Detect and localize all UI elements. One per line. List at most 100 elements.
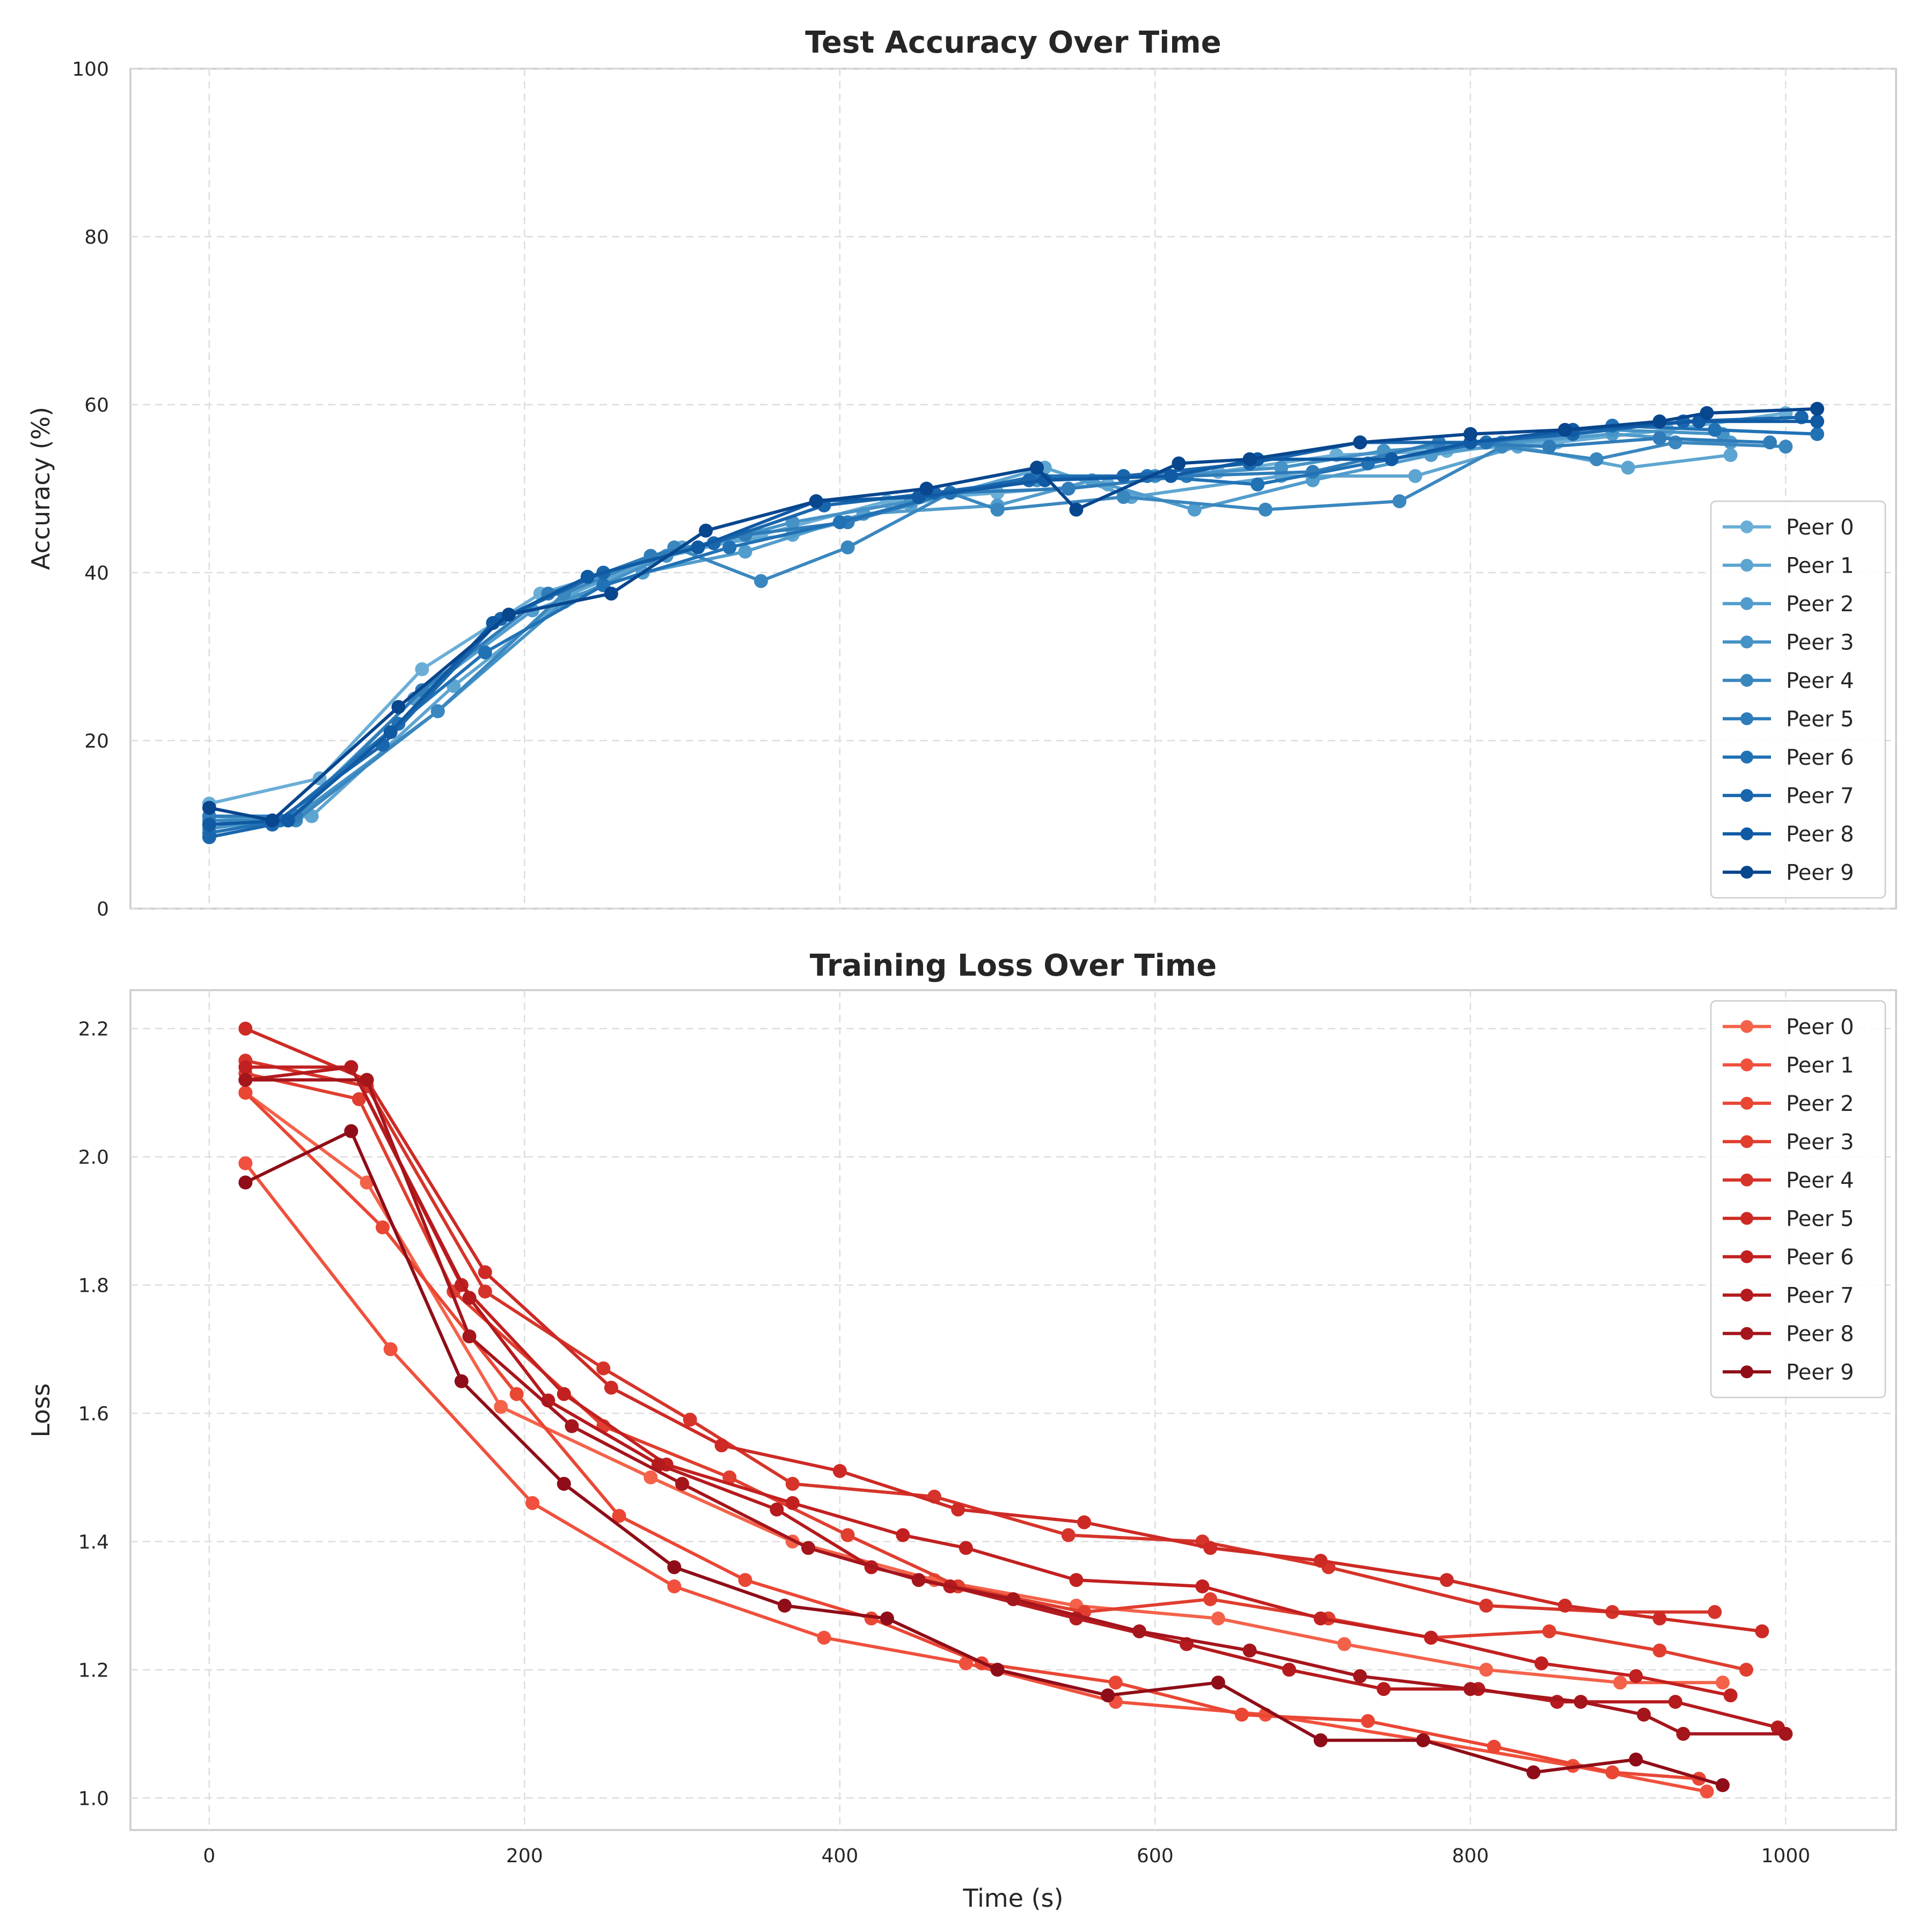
- loss-data-point: [911, 1573, 926, 1587]
- accuracy-legend-label: Peer 8: [1786, 822, 1854, 847]
- accuracy-legend-marker: [1740, 635, 1753, 649]
- loss-data-point: [1203, 1541, 1218, 1555]
- accuracy-data-point: [391, 700, 406, 714]
- accuracy-data-point: [1061, 481, 1075, 496]
- loss-data-point: [832, 1464, 847, 1478]
- loss-data-point: [667, 1579, 682, 1593]
- accuracy-data-point: [265, 813, 280, 828]
- accuracy-ytick-label: 0: [97, 898, 109, 920]
- loss-legend-marker: [1740, 1365, 1753, 1379]
- loss-panel: 0 200 400 600 800 1000 1.0 1.2 1.4 1.6 1.8 2.0 2.2 T…: [26, 948, 1897, 1913]
- accuracy-data-point: [840, 540, 855, 554]
- accuracy-legend-marker: [1740, 750, 1753, 764]
- accuracy-legend-item: Peer 8: [1723, 822, 1854, 847]
- loss-series-9: [238, 1124, 1730, 1792]
- accuracy-data-point: [202, 830, 216, 844]
- loss-data-point: [880, 1611, 894, 1626]
- loss-legend-item: Peer 7: [1723, 1283, 1854, 1308]
- loss-ytick-label: 1.2: [78, 1659, 109, 1681]
- accuracy-plot-area: [129, 68, 1897, 910]
- loss-data-point: [1132, 1624, 1146, 1638]
- loss-xtick-label: 1000: [1761, 1845, 1811, 1867]
- loss-legend-label: Peer 4: [1786, 1168, 1854, 1193]
- accuracy-data-point: [809, 494, 823, 508]
- loss-data-point: [1605, 1765, 1620, 1780]
- loss-legend-marker: [1740, 1250, 1753, 1263]
- loss-legend-marker: [1740, 1020, 1753, 1033]
- accuracy-data-point: [415, 662, 429, 676]
- accuracy-ytick-label: 60: [84, 394, 109, 416]
- accuracy-data-point: [580, 569, 595, 584]
- loss-data-point: [958, 1541, 973, 1555]
- accuracy-series-8: [202, 414, 1825, 832]
- loss-data-point: [817, 1630, 831, 1645]
- loss-data-point: [1629, 1669, 1643, 1684]
- loss-legend-item: Peer 3: [1723, 1130, 1854, 1154]
- loss-data-point: [1377, 1682, 1391, 1696]
- loss-data-point: [1652, 1611, 1667, 1626]
- loss-data-point: [770, 1502, 784, 1517]
- loss-data-point: [360, 1175, 374, 1190]
- accuracy-data-point: [1708, 423, 1722, 437]
- loss-data-point: [1613, 1675, 1627, 1690]
- loss-legend-label: Peer 8: [1786, 1322, 1854, 1346]
- loss-data-point: [1195, 1579, 1210, 1593]
- accuracy-legend-item: Peer 1: [1723, 553, 1854, 578]
- accuracy-ytick-label: 40: [84, 562, 109, 584]
- loss-data-point: [238, 1073, 253, 1087]
- loss-data-point: [683, 1413, 697, 1427]
- loss-data-point: [238, 1021, 253, 1036]
- accuracy-data-point: [1589, 452, 1604, 466]
- accuracy-ylabel: Accuracy (%): [26, 407, 55, 570]
- loss-data-point: [344, 1124, 358, 1138]
- loss-legend-item: Peer 5: [1723, 1206, 1854, 1231]
- loss-grid: [130, 990, 1896, 1830]
- loss-ytick-label: 2.2: [78, 1019, 109, 1041]
- loss-legend-item: Peer 4: [1723, 1168, 1854, 1193]
- accuracy-legend-label: Peer 7: [1786, 784, 1854, 808]
- loss-xtick-label: 200: [506, 1845, 543, 1867]
- accuracy-series-line: [209, 420, 1818, 826]
- loss-data-point: [1534, 1656, 1549, 1671]
- accuracy-series: [202, 401, 1825, 844]
- loss-data-point: [1723, 1688, 1738, 1703]
- loss-data-point: [1558, 1598, 1572, 1613]
- accuracy-data-point: [699, 523, 713, 538]
- accuracy-data-point: [1463, 427, 1477, 441]
- accuracy-ytick-label: 100: [72, 58, 109, 80]
- loss-data-point: [1652, 1643, 1667, 1658]
- accuracy-legend-label: Peer 5: [1786, 707, 1854, 731]
- loss-data-point: [1629, 1752, 1643, 1767]
- accuracy-legend-marker: [1740, 520, 1753, 533]
- accuracy-legend-label: Peer 2: [1786, 592, 1854, 617]
- loss-data-point: [1708, 1605, 1722, 1619]
- loss-data-point: [478, 1265, 492, 1279]
- loss-data-point: [785, 1476, 800, 1491]
- accuracy-data-point: [1810, 427, 1825, 441]
- accuracy-data-point: [202, 801, 216, 815]
- loss-ytick-label: 1.6: [78, 1403, 109, 1425]
- loss-series-line: [245, 1072, 1747, 1672]
- accuracy-data-point: [1652, 414, 1667, 429]
- accuracy-data-point: [1700, 406, 1714, 420]
- loss-data-point: [1203, 1592, 1218, 1606]
- loss-legend-box: [1710, 1000, 1886, 1399]
- loss-data-point: [383, 1342, 398, 1356]
- accuracy-legend-marker: [1740, 597, 1753, 610]
- accuracy-legend-item: Peer 0: [1723, 515, 1854, 540]
- loss-data-point: [344, 1060, 358, 1074]
- loss-ytick-label: 1.4: [78, 1531, 109, 1553]
- loss-plot-area: [129, 989, 1897, 1831]
- loss-data-point: [557, 1387, 571, 1401]
- accuracy-legend-box: [1710, 500, 1886, 899]
- loss-data-point: [1463, 1682, 1477, 1696]
- loss-data-point: [1542, 1624, 1556, 1638]
- accuracy-legend-item: Peer 2: [1723, 592, 1854, 617]
- loss-data-point: [722, 1470, 737, 1484]
- loss-data-point: [478, 1284, 492, 1299]
- accuracy-legend-item: Peer 9: [1723, 860, 1854, 885]
- loss-data-point: [1676, 1726, 1690, 1741]
- accuracy-series-9: [202, 401, 1825, 828]
- accuracy-data-point: [1250, 477, 1265, 492]
- loss-legend-label: Peer 2: [1786, 1092, 1854, 1116]
